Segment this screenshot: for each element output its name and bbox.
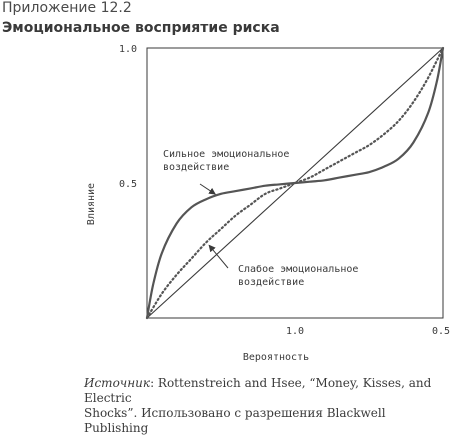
annotation-line: Сильное эмоциональное bbox=[163, 149, 289, 160]
annotation-2: Слабое эмоциональное воздействие bbox=[208, 244, 358, 288]
annotation-arrow bbox=[199, 183, 216, 195]
series-line-3 bbox=[145, 46, 445, 320]
series-layer bbox=[145, 46, 445, 320]
source-label: Источник bbox=[84, 376, 151, 390]
x-axis-ticks: 1.0 0.5 bbox=[286, 326, 450, 337]
series-line-2 bbox=[145, 47, 445, 319]
x-tick-label: 1.0 bbox=[286, 326, 304, 337]
risk-perception-chart: 0.51.0 1.0 0.5 Сильное эмоциональное возде… bbox=[86, 44, 450, 363]
chart-title: Эмоциональное восприятие риска bbox=[2, 20, 280, 36]
y-axis-ticks: 0.5 1.0 bbox=[119, 44, 137, 190]
annotation-text: Сильное эмоциональное воздействие bbox=[163, 149, 289, 173]
y-tick-label: 0.5 bbox=[119, 179, 137, 190]
x-tick-label: 0.5 bbox=[432, 326, 450, 337]
source-text-line1: : Rottenstreich and Hsee, “Money, Kisses… bbox=[84, 376, 432, 405]
annotation-line: воздействие bbox=[163, 161, 229, 173]
appendix-label: Приложение 12.2 bbox=[2, 0, 132, 16]
source-text-line2: Shocks”. Использовано с разрешения Black… bbox=[84, 406, 386, 435]
annotation-1: Сильное эмоциональное воздействие bbox=[163, 149, 289, 195]
source-note: Источник: Rottenstreich and Hsee, “Money… bbox=[84, 376, 446, 436]
y-tick-label: 1.0 bbox=[119, 44, 137, 55]
x-axis-label: Вероятность bbox=[243, 352, 309, 363]
plot-frame bbox=[146, 47, 444, 319]
annotation-arrow bbox=[208, 244, 229, 269]
y-axis-label: Влияние bbox=[86, 183, 97, 225]
annotation-text: Слабое эмоциональное воздействие bbox=[238, 263, 358, 288]
annotation-line: воздействие bbox=[238, 276, 304, 288]
annotation-line: Слабое эмоциональное bbox=[238, 263, 358, 275]
